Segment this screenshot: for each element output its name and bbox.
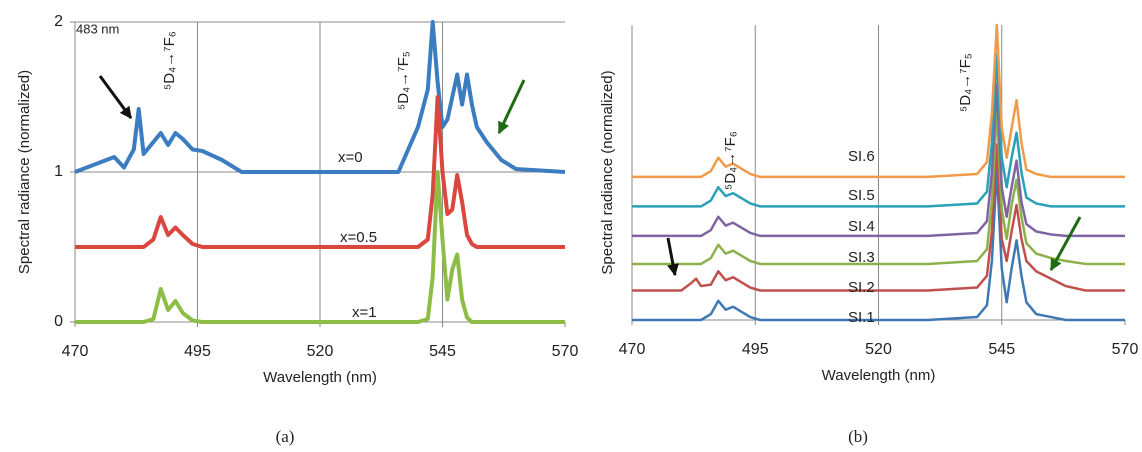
panel-a: 470 495 520 545 570 0 1 2 Wavelength (nm) Spectra… [16,13,578,446]
arrow [497,79,526,135]
annotation: ⁵D₄→⁷F₆ [161,31,178,90]
series-label: x=1 [352,304,377,321]
series-label: SI.3 [848,249,875,266]
y-tick-label: 2 [54,13,63,30]
series-line [75,95,565,249]
x-tick-label: 520 [307,343,334,360]
x-axis-title: Wavelength (nm) [822,367,936,384]
x-tick-label: 470 [619,341,646,358]
annotation: ⁵D₄→⁷F₅ [957,53,974,112]
series-line [632,23,1125,179]
panel-b: 470 495 520 545 570 Wavelength (nm) Spectral r… [599,23,1139,446]
annotation: 483 nm [76,21,119,36]
arrow [666,237,679,277]
series-label: SI.6 [848,148,875,165]
x-tick-label: 545 [429,343,456,360]
series-line [632,168,1125,322]
series-label: SI.2 [848,279,875,296]
x-tick-label: 495 [184,343,211,360]
arrow [98,75,133,119]
caption: (b) [848,427,868,446]
x-tick-label: 470 [62,343,89,360]
series-label: x=0.5 [340,229,377,246]
caption: (a) [276,427,295,446]
y-axis-title: Spectral radiance (normalized) [16,70,33,274]
series-label: SI.5 [848,187,875,204]
y-axis-title: Spectral radiance (normalized) [599,70,616,274]
series-line [75,170,565,324]
series-line [632,109,1125,266]
annotation: ⁵D₄→⁷F₅ [395,51,412,110]
annotation: ⁵D₄→⁷F₆ [722,131,739,190]
series-label: SI.4 [848,218,875,235]
x-tick-label: 495 [742,341,769,358]
series-line [632,53,1125,208]
x-tick-label: 545 [988,341,1015,358]
series-line [632,82,1125,238]
series-line [632,143,1125,292]
y-tick-label: 1 [54,163,63,180]
arrow [1049,216,1082,272]
series-label: x=0 [338,149,363,166]
x-tick-label: 520 [865,341,892,358]
x-tick-label: 570 [1112,341,1139,358]
y-tick-label: 0 [54,313,63,330]
series-label: SI.1 [848,309,875,326]
x-axis-title: Wavelength (nm) [263,369,377,386]
x-tick-label: 570 [552,343,579,360]
series-line [74,20,566,174]
